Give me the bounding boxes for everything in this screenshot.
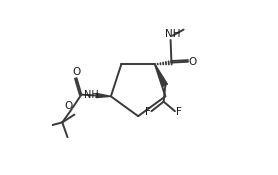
Text: O: O xyxy=(189,57,197,67)
Text: F: F xyxy=(145,107,151,117)
Text: F: F xyxy=(176,107,182,117)
Polygon shape xyxy=(155,64,167,86)
Polygon shape xyxy=(96,93,111,98)
Text: NH: NH xyxy=(165,29,181,40)
Text: NH: NH xyxy=(84,90,99,100)
Text: O: O xyxy=(72,67,81,77)
Text: O: O xyxy=(65,101,73,111)
